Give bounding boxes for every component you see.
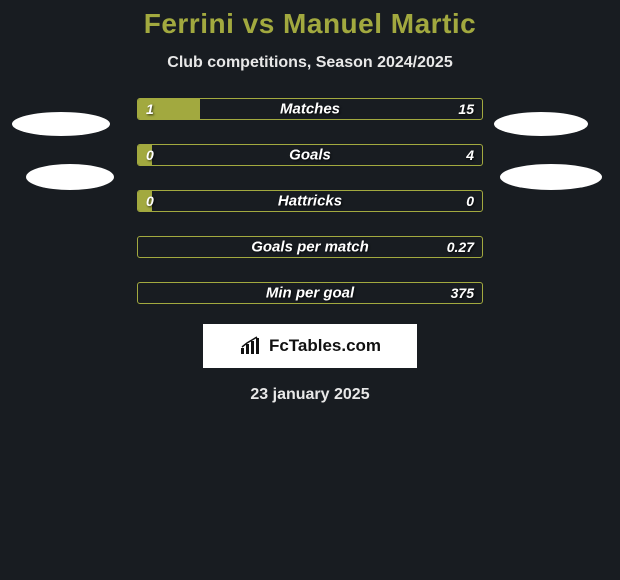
chart-icon: [239, 336, 263, 356]
bar-label: Hattricks: [278, 193, 342, 210]
stat-bar: Matches 1 15: [137, 98, 483, 120]
bar-value-left: 1: [146, 101, 154, 117]
bar-value-right: 375: [451, 285, 474, 301]
decorative-ellipse: [494, 112, 588, 136]
comparison-title: Ferrini vs Manuel Martic: [0, 8, 620, 40]
decorative-ellipse: [26, 164, 114, 190]
date-label: 23 january 2025: [0, 386, 620, 404]
comparison-subtitle: Club competitions, Season 2024/2025: [0, 54, 620, 72]
bar-value-right: 4: [466, 147, 474, 163]
stat-bar: Min per goal 375: [137, 282, 483, 304]
bar-value-left: 0: [146, 193, 154, 209]
bar-label: Goals: [289, 147, 331, 164]
stat-bar: Hattricks 0 0: [137, 190, 483, 212]
source-badge-text: FcTables.com: [269, 336, 381, 356]
stat-bar: Goals 0 4: [137, 144, 483, 166]
bar-label: Matches: [280, 101, 340, 118]
decorative-ellipse: [12, 112, 110, 136]
stat-bar: Goals per match 0.27: [137, 236, 483, 258]
bar-value-right: 0: [466, 193, 474, 209]
bar-value-left: 0: [146, 147, 154, 163]
stats-section: Matches 1 15 Goals 0 4 Hattricks 0 0 Goals per ma…: [0, 98, 620, 304]
bar-value-right: 0.27: [447, 239, 474, 255]
source-badge: FcTables.com: [203, 324, 417, 368]
bar-value-right: 15: [458, 101, 474, 117]
bar-label: Goals per match: [251, 239, 369, 256]
bar-label: Min per goal: [266, 285, 354, 302]
decorative-ellipse: [500, 164, 602, 190]
